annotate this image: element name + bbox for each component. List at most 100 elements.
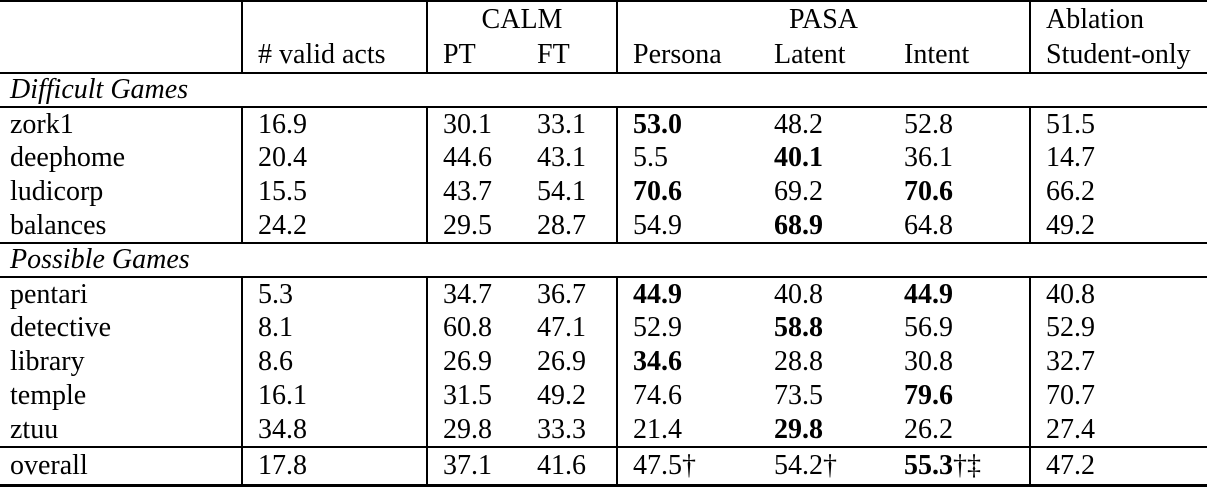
cell-game: temple <box>0 379 243 413</box>
cell-calm-ft: 28.7 <box>522 209 618 243</box>
cell-pasa-persona: 34.6 <box>633 346 682 377</box>
cell-pasa-latent: 48.2 <box>774 108 823 140</box>
cell-calm-ft: 33.3 <box>522 413 618 447</box>
cell-game: ludicorp <box>0 175 243 209</box>
cell-pasa-persona: 21.4 <box>633 413 682 445</box>
cell-game: ztuu <box>0 413 243 447</box>
cell-pasa-persona: 47.5† <box>633 449 696 481</box>
cell-valid-acts: 24.2 <box>242 209 428 243</box>
header-spacer-valid-acts <box>242 1 428 37</box>
cell-student-only: 49.2 <box>1046 209 1095 241</box>
group-header-pasa: PASA <box>617 1 1031 37</box>
table-row: detective 8.1 60.8 47.1 52.9 58.8 56.9 52.9 <box>0 311 1207 345</box>
column-header-game <box>0 37 243 74</box>
cell-pasa-intent: 26.2 <box>889 413 1031 447</box>
cell-calm-ft: 54.1 <box>522 175 618 209</box>
cell-pasa-latent: 58.8 <box>774 312 823 343</box>
cell-pasa-persona: 5.5 <box>633 142 668 173</box>
cell-pasa-latent: 40.1 <box>774 142 823 173</box>
cell-pasa-persona: 53.0 <box>633 108 682 140</box>
cell-calm-ft: 49.2 <box>522 379 618 413</box>
cell-game: library <box>0 345 243 379</box>
cell-pasa-intent: 52.8 <box>889 107 1031 141</box>
cell-calm-ft: 41.6 <box>522 447 618 485</box>
section-header-row: Possible Games <box>0 243 1207 277</box>
cell-game: zork1 <box>0 107 243 141</box>
cell-calm-pt: 34.7 <box>443 278 492 310</box>
cell-student-only: 70.7 <box>1046 380 1095 411</box>
cell-pasa-latent: 54.2† <box>774 449 837 481</box>
cell-calm-pt: 26.9 <box>443 346 492 377</box>
cell-pasa-latent: 29.8 <box>774 413 823 445</box>
cell-student-only: 47.2 <box>1046 449 1095 481</box>
column-header-latent: Latent <box>759 37 889 74</box>
section-title: Difficult Games <box>10 74 189 105</box>
cell-game: overall <box>0 447 243 485</box>
cell-student-only: 14.7 <box>1046 142 1095 173</box>
cell-valid-acts: 17.8 <box>242 447 428 485</box>
cell-pasa-latent: 40.8 <box>774 278 823 310</box>
cell-pasa-latent: 28.8 <box>774 346 823 377</box>
cell-pasa-latent: 69.2 <box>774 176 823 207</box>
column-header-persona: Persona <box>617 37 759 74</box>
cell-pasa-persona: 44.9 <box>633 278 682 310</box>
table-row: overall 17.8 37.1 41.6 47.5† 54.2† 55.3†‡ 47.2 <box>0 447 1207 485</box>
group-header-calm: CALM <box>427 1 618 37</box>
cell-pasa-intent: 44.9 <box>889 277 1031 311</box>
cell-calm-ft: 26.9 <box>522 345 618 379</box>
cell-pasa-latent: 68.9 <box>774 209 823 241</box>
cell-pasa-latent: 73.5 <box>774 380 823 411</box>
table-row: ludicorp 15.5 43.7 54.1 70.6 69.2 70.6 66.2 <box>0 175 1207 209</box>
cell-pasa-intent: 30.8 <box>889 345 1031 379</box>
cell-student-only: 52.9 <box>1046 312 1095 343</box>
column-header-intent: Intent <box>889 37 1031 74</box>
cell-valid-acts: 16.9 <box>242 107 428 141</box>
section-title: Possible Games <box>10 244 190 275</box>
cell-calm-pt: 30.1 <box>443 108 492 140</box>
column-header-ft: FT <box>522 37 618 74</box>
table-row: balances 24.2 29.5 28.7 54.9 68.9 64.8 49.2 <box>0 209 1207 243</box>
cell-calm-ft: 47.1 <box>522 311 618 345</box>
column-header-pt: PT <box>427 37 522 74</box>
cell-calm-pt: 44.6 <box>443 142 492 173</box>
cell-student-only: 27.4 <box>1046 413 1095 445</box>
results-table: CALM PASA Ablation # valid acts PT FT Pe… <box>0 0 1207 487</box>
table-row: temple 16.1 31.5 49.2 74.6 73.5 79.6 70.7 <box>0 379 1207 413</box>
group-header-row: CALM PASA Ablation <box>0 1 1207 37</box>
cell-valid-acts: 20.4 <box>242 141 428 175</box>
cell-calm-ft: 33.1 <box>522 107 618 141</box>
cell-game: balances <box>0 209 243 243</box>
cell-valid-acts: 8.1 <box>242 311 428 345</box>
group-header-ablation: Ablation <box>1046 3 1144 35</box>
table-row: ztuu 34.8 29.8 33.3 21.4 29.8 26.2 27.4 <box>0 413 1207 447</box>
table-row: library 8.6 26.9 26.9 34.6 28.8 30.8 32.7 <box>0 345 1207 379</box>
cell-pasa-intent: 36.1 <box>889 141 1031 175</box>
cell-pasa-persona: 74.6 <box>633 380 682 411</box>
column-header-row: # valid acts PT FT Persona Latent Intent… <box>0 37 1207 74</box>
table-row: pentari 5.3 34.7 36.7 44.9 40.8 44.9 40.8 <box>0 277 1207 311</box>
cell-pasa-persona: 52.9 <box>633 312 682 343</box>
cell-valid-acts: 5.3 <box>242 277 428 311</box>
cell-valid-acts: 15.5 <box>242 175 428 209</box>
cell-calm-pt: 29.5 <box>443 209 492 241</box>
cell-calm-pt: 60.8 <box>443 312 492 343</box>
section-header-row: Difficult Games <box>0 73 1207 107</box>
cell-student-only: 40.8 <box>1046 278 1095 310</box>
cell-valid-acts: 16.1 <box>242 379 428 413</box>
cell-calm-pt: 43.7 <box>443 176 492 207</box>
cell-pasa-intent: 79.6 <box>889 379 1031 413</box>
cell-valid-acts: 8.6 <box>242 345 428 379</box>
cell-calm-pt: 29.8 <box>443 413 492 445</box>
cell-pasa-intent: 64.8 <box>889 209 1031 243</box>
cell-student-only: 32.7 <box>1046 346 1095 377</box>
cell-game: detective <box>0 311 243 345</box>
cell-game: pentari <box>0 277 243 311</box>
cell-game: deephome <box>0 141 243 175</box>
header-spacer-game <box>0 1 243 37</box>
cell-pasa-intent: 70.6 <box>889 175 1031 209</box>
table-row: deephome 20.4 44.6 43.1 5.5 40.1 36.1 14.7 <box>0 141 1207 175</box>
cell-calm-pt: 31.5 <box>443 380 492 411</box>
cell-pasa-persona: 54.9 <box>633 209 682 241</box>
column-header-student-only: Student-only <box>1030 37 1207 74</box>
cell-pasa-intent: 56.9 <box>889 311 1031 345</box>
